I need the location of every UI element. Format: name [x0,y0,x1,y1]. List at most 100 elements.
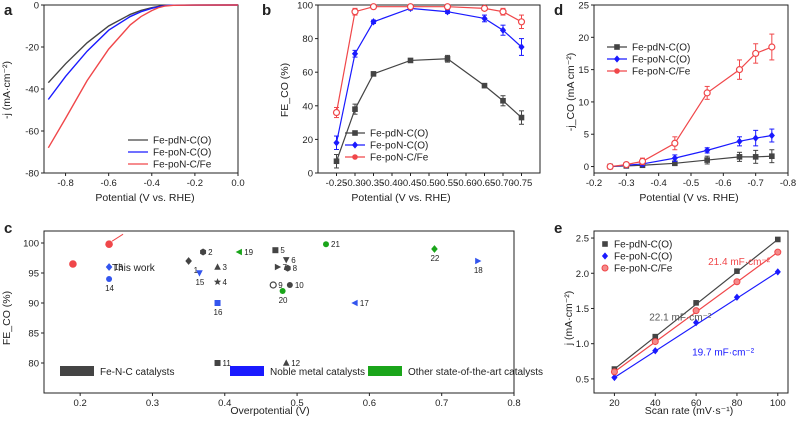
panel-b-xtick-label: -0.70 [492,178,514,189]
panel-e-ytick-label: 2.5 [576,234,589,245]
scatter-point-7 [274,263,282,271]
scatter-point-21 [323,241,329,248]
this-work-annotation: This work [112,263,156,274]
panel-c-xtick-label: 0.4 [218,398,231,409]
scatter-point-4 [213,278,222,286]
point-label: 10 [295,281,304,290]
scatter-point-9 [269,281,277,289]
panel-d-ytick-label: 0 [584,162,589,173]
panel-b-legend-marker [352,130,358,136]
panel-e-ytick-label: 0.5 [576,374,589,385]
panel-d-ytick-label: 10 [578,97,589,108]
panel-e-xtick-label: 40 [650,398,661,409]
scatter-point-3 [214,263,221,270]
chart-panel-e: Scan rate (mV·s⁻¹) j (mA·cm⁻²) Fe-pdN-C(… [563,230,789,417]
panel-b-ylabel: FE_CO (%) [279,63,291,117]
panel-e-frame [593,230,789,394]
panel-a-ytick-label: -20 [25,43,39,54]
legend-marker [601,252,609,260]
panel-a-ytick-label: -40 [25,85,39,96]
legend-swatch [368,366,402,376]
data-point-Fe-poN-C/Fe [406,3,415,11]
data-point-Fe-poN-C(O) [733,293,741,301]
panel-d-legend-label: Fe-poN-C/Fe [632,67,691,78]
legend-swatch [230,366,264,376]
scatter-point-22 [431,245,438,253]
point-label: 20 [279,296,288,305]
panel-d-xtick-label: -0.7 [747,178,763,189]
scatter-point-11 [214,360,221,366]
panel-c-xtick-label: 0.7 [435,398,448,409]
point-label: 14 [105,284,114,293]
data-point-Fe-poN-C/Fe [703,89,711,97]
data-point-Fe-poN-C/Fe [768,43,776,51]
point-label: 6 [291,256,296,265]
legend-label: Fe-poN-C(O) [614,252,672,263]
panel-e-xtick-label: 20 [609,398,620,409]
data-point-Fe-poN-C/Fe [332,108,341,117]
panel-d-legend-marker [613,55,621,63]
data-point-Fe-poN-C/Fe [671,139,679,147]
data-point-Fe-poN-C/Fe [638,157,647,165]
panel-c-xtick-label: 0.6 [363,398,376,409]
panel-b-xtick-label: -0.65 [474,178,496,189]
point-label: 19 [244,248,253,257]
panel-a-legend-label: Fe-pdN-C(O) [153,136,211,147]
legend-label: Noble metal catalysts [270,367,365,378]
scatter-point-19 [235,248,242,256]
point-label: 22 [430,254,439,263]
panel-c-ytick-label: 95 [28,269,39,280]
panel-d-xtick-label: -0.2 [586,178,602,189]
panel-b-xlabel: Potential (V vs. RHE) [351,192,450,204]
data-point-Fe-pdN-C(O) [736,154,743,160]
scatter-point-5 [272,247,279,254]
chart-panel-c: Overpotential (V) FE_CO (%) This work Fe… [1,230,543,417]
point-label: 18 [474,266,483,275]
point-label: 11 [223,359,232,368]
panel-label-c: c [4,220,12,237]
data-point-Fe-poN-C(O) [481,14,488,23]
panel-e-xtick-label: 100 [770,398,786,409]
panel-c-xtick-label: 0.2 [74,398,87,409]
data-point-Fe-poN-C(O) [333,139,340,147]
panel-d-xlabel: Potential (V vs. RHE) [639,192,738,204]
point-label: 12 [291,359,300,368]
data-point-Fe-poN-C(O) [671,154,678,162]
panel-d-legend: Fe-pdN-C(O)Fe-poN-C(O)Fe-poN-C/Fe [607,43,691,78]
panel-c-ytick-label: 85 [28,329,39,340]
panel-d-legend-label: Fe-pdN-C(O) [632,43,690,54]
scatter-point-18 [475,257,482,265]
point-label: 4 [223,278,228,287]
panel-e-xlabel: Scan rate (mV·s⁻¹) [645,405,733,417]
data-point-Fe-pdN-C(O) [672,160,678,167]
legend-swatch [60,366,94,376]
scatter-point-12 [282,359,290,366]
panel-b-xtick-label: -0.30 [344,178,366,189]
panel-c-xtick-label: 0.3 [146,398,159,409]
panel-a-xtick-label: -0.4 [144,178,160,189]
series-line-Fe-pdN-C(O) [47,4,239,84]
data-point-Fe-poN-C(O) [518,43,525,51]
panel-b-ytick-label: 60 [302,68,313,79]
panel-b-legend-marker [352,154,358,160]
panel-c-frame [43,230,515,394]
capacitance-label: 22.1 mF·cm⁻² [649,312,712,323]
panel-b-legend-label: Fe-pdN-C(O) [370,129,428,140]
panel-b-xtick-label: -0.40 [381,178,403,189]
data-point-Fe-poN-C(O) [370,18,377,26]
series-line-Fe-poN-C/Fe [47,4,239,149]
data-point-Fe-poN-C/Fe [733,278,741,286]
scatter-point-14 [106,276,113,282]
scatter-point-1 [185,257,192,265]
panel-a-xtick-label: 0.0 [231,178,244,189]
panel-d-ylabel: -j_CO (mA cm⁻²) [565,53,577,131]
panel-a-legend: Fe-pdN-C(O)Fe-poN-C(O)Fe-poN-C/Fe [128,136,212,171]
legend-label: Fe-N-C catalysts [100,367,174,378]
panel-c-ytick-label: 100 [23,239,39,250]
data-point-Fe-pdN-C(O) [444,55,451,62]
panel-b-ytick-label: 40 [302,101,313,112]
data-point-Fe-pdN-C(O) [370,71,377,77]
data-point-Fe-poN-C(O) [611,373,618,382]
panel-b-xtick-label: -0.45 [400,178,422,189]
panel-c-ytick-label: 80 [28,359,39,370]
